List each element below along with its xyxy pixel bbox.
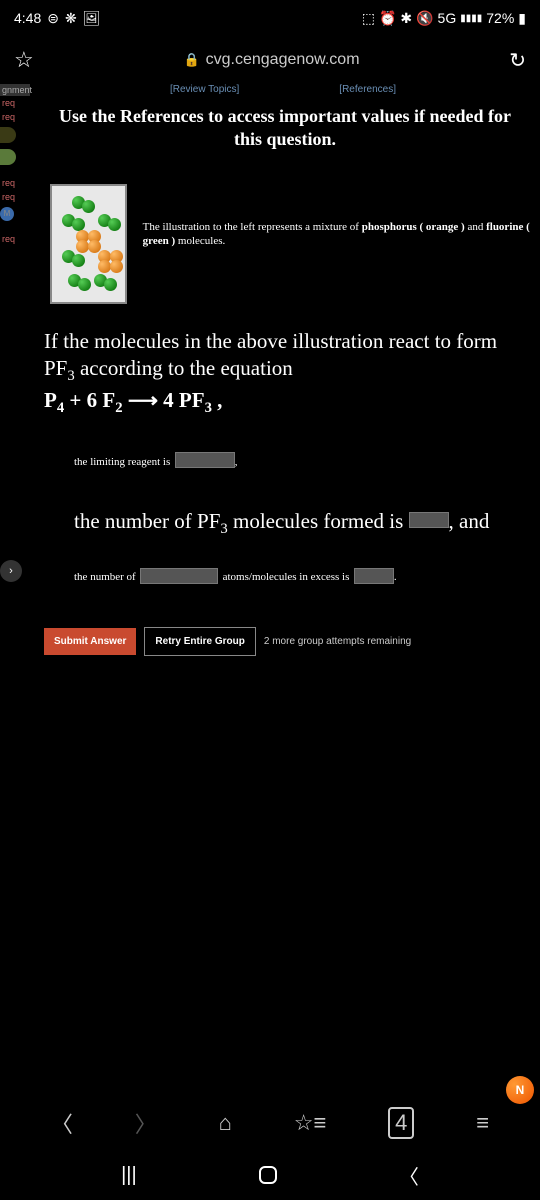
references-prompt: Use the References to access important v…: [40, 101, 530, 170]
side-nav-header[interactable]: gnment: [0, 84, 30, 96]
status-bar: 4:48 ⊜ ❋ 🖼 ⬚ ⏰ ✱ 🔇 5G ▮▮▮▮ 72% ▮: [0, 0, 540, 36]
status-icon-pic: 🖼: [83, 10, 101, 27]
excess-label-2: atoms/molecules in excess is: [223, 571, 350, 583]
excess-count-input[interactable]: [354, 568, 394, 584]
home-button[interactable]: [259, 1166, 277, 1184]
molecule-illustration: [50, 184, 127, 304]
status-icon-snow: ❋: [65, 10, 77, 27]
side-nav-item[interactable]: req: [0, 110, 30, 124]
back-icon[interactable]: 〈: [51, 1107, 73, 1139]
tabs-button[interactable]: 4: [388, 1107, 414, 1139]
side-badge[interactable]: M: [0, 207, 14, 221]
green-atom: [78, 278, 91, 291]
recents-button[interactable]: |||: [121, 1164, 137, 1187]
excess-species-input[interactable]: [140, 568, 218, 584]
mute-icon: 🔇: [416, 10, 433, 27]
references-link[interactable]: [References]: [339, 84, 396, 95]
url-display[interactable]: 🔒 cvg.cengagenow.com: [48, 51, 496, 69]
ringer-icon: ⬚: [362, 10, 375, 27]
molecules-formed-input[interactable]: [409, 512, 449, 528]
battery-icon: ▮: [518, 10, 526, 27]
green-atom: [108, 218, 121, 231]
bookmark-star-icon[interactable]: ☆: [14, 47, 34, 73]
side-marker[interactable]: [0, 127, 16, 143]
browser-bottom-nav: 〈 〉 ⌂ ☆≡ 4 ≡: [0, 1096, 540, 1150]
review-topics-link[interactable]: [Review Topics]: [170, 84, 239, 95]
green-atom: [72, 254, 85, 267]
side-nav-item[interactable]: req: [0, 190, 30, 204]
green-atom: [82, 200, 95, 213]
forward-icon[interactable]: 〉: [135, 1107, 157, 1139]
home-icon[interactable]: ⌂: [219, 1110, 232, 1136]
molecules-formed-text: the number of PF3 molecules formed is , …: [40, 508, 530, 539]
browser-url-bar: ☆ 🔒 cvg.cengagenow.com ↻: [0, 36, 540, 84]
question-text: If the molecules in the above illustrati…: [40, 328, 530, 387]
side-marker[interactable]: [0, 149, 16, 165]
alarm-icon: ⏰: [379, 10, 396, 27]
refresh-icon[interactable]: ↻: [509, 48, 526, 73]
attempts-remaining: 2 more group attempts remaining: [264, 636, 411, 647]
signal-bars: ▮▮▮▮: [460, 13, 482, 24]
excess-label-1: the number of: [74, 571, 136, 583]
side-nav-item[interactable]: req: [0, 232, 30, 246]
bookmarks-icon[interactable]: ☆≡: [294, 1110, 327, 1136]
network-label: 5G: [438, 10, 457, 26]
limiting-reagent-input[interactable]: [175, 452, 235, 468]
green-atom: [72, 218, 85, 231]
android-nav-bar: ||| 〈: [0, 1150, 540, 1200]
back-button[interactable]: 〈: [399, 1161, 419, 1190]
equation: P4 + 6 F2 ⟶ 4 PF3 ,: [40, 386, 530, 421]
url-text: cvg.cengagenow.com: [206, 51, 360, 69]
limiting-reagent-label: the limiting reagent is: [74, 456, 170, 468]
side-nav-item[interactable]: req: [0, 176, 30, 190]
status-icon-s: ⊜: [47, 10, 59, 27]
prev-page-fab[interactable]: ›: [0, 560, 22, 582]
submit-button[interactable]: Submit Answer: [44, 628, 136, 655]
illustration-caption: The illustration to the left represents …: [143, 220, 530, 304]
lock-icon: 🔒: [183, 52, 199, 68]
battery-percent: 72%: [486, 10, 514, 26]
bluetooth-icon: ✱: [400, 10, 412, 27]
status-time: 4:48: [14, 10, 41, 26]
menu-icon[interactable]: ≡: [476, 1110, 489, 1136]
retry-button[interactable]: Retry Entire Group: [144, 627, 255, 656]
side-nav-item[interactable]: req: [0, 96, 30, 110]
green-atom: [104, 278, 117, 291]
orange-atom: [110, 260, 123, 273]
main-content: [Review Topics] [References] Use the Ref…: [30, 84, 540, 656]
